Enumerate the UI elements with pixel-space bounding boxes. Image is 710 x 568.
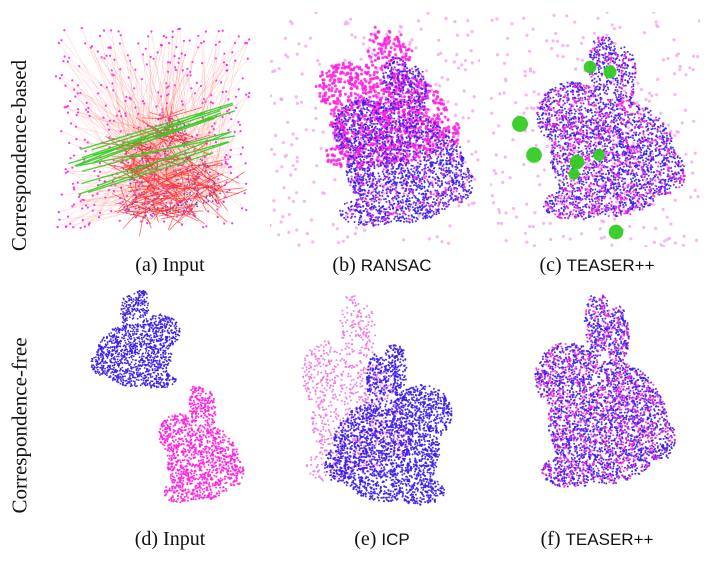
caption-d: (d) Input	[65, 528, 275, 551]
caption-c: (c) TEASER++	[492, 254, 702, 277]
row-label-correspondence-based: Correspondence-based	[0, 20, 40, 290]
caption-b: (b) RANSAC	[277, 254, 487, 277]
panel-e-icp	[278, 290, 483, 515]
panel-b-ransac	[270, 12, 480, 247]
teaser-free-result-plot	[534, 294, 677, 488]
row-label-text: Correspondence-free	[7, 336, 32, 514]
caption-letter: (c)	[539, 254, 562, 276]
free-input-plot	[90, 290, 245, 504]
input-correspondences-plot	[54, 27, 251, 237]
caption-method: RANSAC	[360, 256, 432, 275]
teaser-corr-result-plot	[490, 12, 700, 247]
row-label-text: Correspondence-based	[7, 59, 32, 251]
panel-a-input	[48, 20, 258, 250]
caption-method: Input	[162, 254, 205, 276]
caption-letter: (f)	[540, 528, 561, 550]
ransac-result-plot	[270, 12, 480, 247]
row-label-correspondence-free: Correspondence-free	[0, 290, 40, 560]
caption-e: (e) ICP	[277, 528, 487, 551]
caption-letter: (b)	[332, 254, 356, 276]
caption-a: (a) Input	[65, 254, 275, 277]
caption-letter: (d)	[134, 528, 159, 550]
caption-method: ICP	[381, 530, 410, 549]
caption-method: TEASER++	[565, 530, 654, 549]
panel-c-teaser	[490, 12, 700, 247]
caption-f: (f) TEASER++	[492, 528, 702, 551]
caption-letter: (a)	[135, 254, 158, 276]
caption-method: Input	[163, 528, 206, 550]
panel-d-input	[60, 290, 260, 515]
panel-f-teaser	[492, 290, 697, 515]
caption-letter: (e)	[354, 528, 377, 550]
caption-method: TEASER++	[566, 256, 655, 275]
icp-result-plot	[301, 295, 453, 506]
